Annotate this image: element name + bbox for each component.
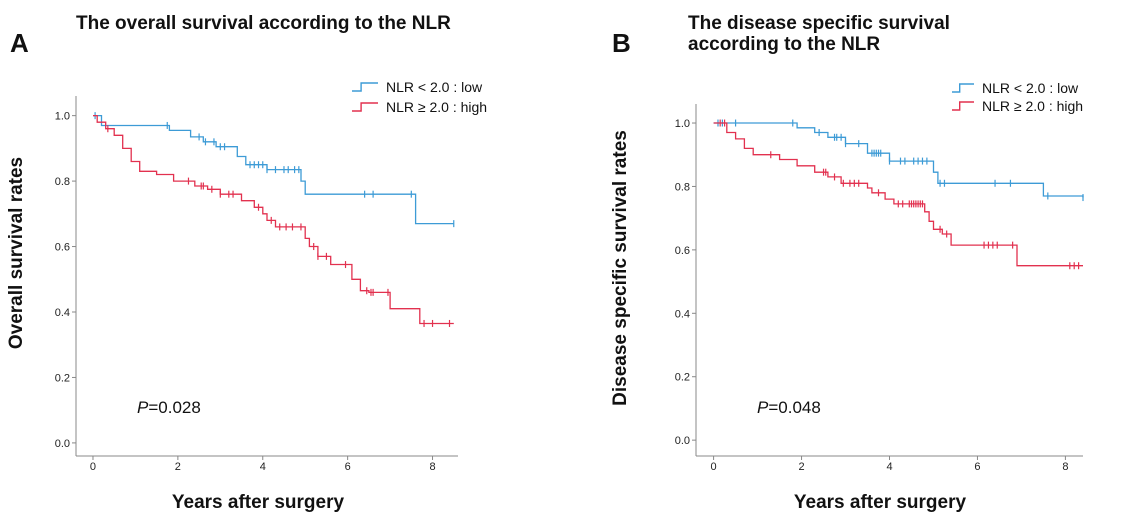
p-value: =0.048 xyxy=(768,398,820,417)
y-tick-label: 0.6 xyxy=(675,245,690,257)
y-tick-label: 1.0 xyxy=(675,118,690,130)
panel-letter: A xyxy=(10,28,29,58)
x-tick-label: 8 xyxy=(429,461,435,473)
p-label: P xyxy=(757,398,769,417)
survival-chart-b: 0 2 4 6 8 0.0 0.2 0.4 0.6 0.8 1.0 Years after surge… xyxy=(610,80,1084,513)
legend-symbol-low xyxy=(352,82,378,92)
x-tick-label: 2 xyxy=(798,461,804,473)
panel-letter: B xyxy=(612,28,631,58)
panel-a: A The overall survival according to the … xyxy=(0,0,560,515)
p-label: P xyxy=(137,398,149,417)
panel-b: B The disease specific survival accordin… xyxy=(600,0,1123,515)
x-axis-title: Years after surgery xyxy=(172,492,345,513)
y-tick-label: 0.8 xyxy=(55,176,70,188)
x-tick-label: 4 xyxy=(260,461,266,473)
survival-curve-high xyxy=(713,122,1083,267)
x-tick-label: 0 xyxy=(90,461,96,473)
y-tick-label: 0.4 xyxy=(55,307,70,319)
y-tick-label: 1.0 xyxy=(55,111,70,123)
y-axis-title: Disease specific survival rates xyxy=(610,130,631,406)
y-tick-label: 0.6 xyxy=(55,242,70,254)
survival-chart-a: 0 2 4 6 8 0.0 0.2 0.4 0.6 0.8 1.0 Years after surge… xyxy=(6,79,487,513)
legend-label-high: NLR ≥ 2.0 : high xyxy=(982,98,1083,114)
p-value: =0.028 xyxy=(148,398,200,417)
y-tick-label: 0.2 xyxy=(675,372,690,384)
chart-title: The overall survival according to the NL… xyxy=(76,13,451,34)
legend-label-high: NLR ≥ 2.0 : high xyxy=(386,99,487,115)
x-tick-label: 4 xyxy=(886,461,892,473)
y-axis-title: Overall survival rates xyxy=(6,157,27,349)
legend-symbol-low xyxy=(952,83,974,93)
x-tick-label: 6 xyxy=(974,461,980,473)
survival-curve-low xyxy=(93,114,454,225)
x-tick-label: 6 xyxy=(345,461,351,473)
y-tick-label: 0.4 xyxy=(675,308,690,320)
x-tick-label: 2 xyxy=(175,461,181,473)
survival-curve-low xyxy=(713,122,1084,198)
legend-symbol-high xyxy=(952,101,974,111)
p-value-annotation: P=0.028 xyxy=(137,398,201,417)
legend-label-low: NLR < 2.0 : low xyxy=(982,80,1079,96)
y-tick-label: 0.2 xyxy=(55,372,70,384)
legend-symbol-high xyxy=(352,102,378,112)
x-tick-label: 0 xyxy=(711,461,717,473)
chart-title: The disease specific survival according … xyxy=(688,13,950,55)
legend-label-low: NLR < 2.0 : low xyxy=(386,79,483,95)
y-tick-label: 0.8 xyxy=(675,181,690,193)
survival-curve-high xyxy=(93,114,454,325)
y-tick-label: 0.0 xyxy=(55,438,70,450)
x-tick-label: 8 xyxy=(1062,461,1068,473)
y-tick-label: 0.0 xyxy=(675,435,690,447)
x-axis-title: Years after surgery xyxy=(794,492,967,513)
p-value-annotation: P=0.048 xyxy=(757,398,821,417)
